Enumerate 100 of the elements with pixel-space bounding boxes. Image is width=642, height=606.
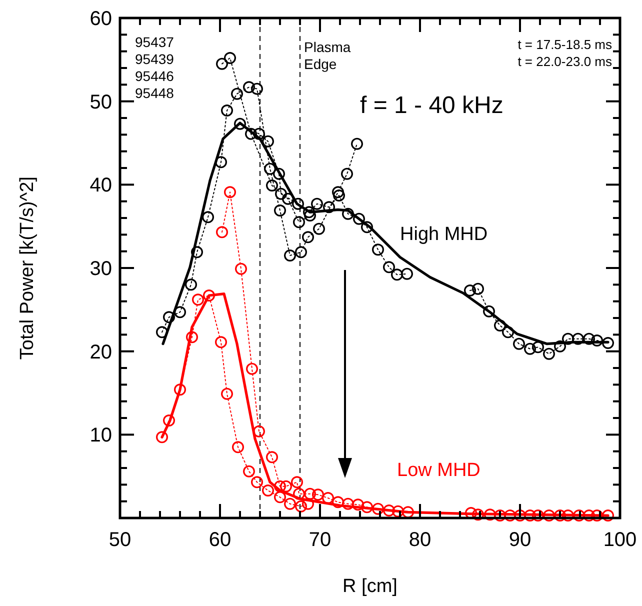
point — [216, 226, 228, 238]
x-tick-label: 50 — [108, 529, 132, 551]
point — [293, 488, 305, 500]
y-tick-label: 40 — [90, 174, 112, 197]
point — [274, 491, 286, 504]
point — [554, 340, 566, 352]
point — [372, 502, 384, 515]
point — [266, 180, 278, 192]
point — [602, 337, 614, 349]
point — [322, 492, 334, 504]
point — [311, 198, 323, 210]
point — [313, 222, 325, 235]
point — [554, 510, 566, 522]
point — [251, 476, 263, 488]
point — [312, 488, 324, 501]
annotation: 95439 — [135, 51, 174, 67]
point — [304, 210, 316, 222]
point — [591, 510, 603, 522]
point — [224, 52, 236, 64]
point — [562, 332, 574, 345]
annotation: t = 22.0-23.0 ms — [518, 54, 612, 69]
point — [215, 156, 227, 168]
point — [402, 506, 414, 518]
point — [583, 332, 595, 345]
point — [342, 498, 354, 510]
point — [514, 510, 526, 522]
point — [274, 204, 286, 216]
point — [543, 348, 555, 360]
annotation: f = 1 - 40 kHz — [360, 92, 504, 119]
point — [401, 268, 413, 280]
point — [532, 341, 544, 354]
point — [284, 250, 296, 262]
point — [273, 168, 285, 180]
point — [221, 388, 233, 400]
point — [221, 104, 233, 116]
point — [323, 201, 335, 214]
x-tick-label: 80 — [408, 529, 432, 551]
annotation: t = 17.5-18.5 ms — [518, 37, 612, 52]
point — [234, 118, 246, 130]
y-tick-label: 20 — [90, 341, 112, 364]
point — [483, 305, 495, 318]
point — [532, 510, 544, 522]
point — [562, 510, 574, 522]
point — [266, 451, 278, 464]
point — [185, 278, 197, 291]
point — [251, 82, 263, 95]
point — [264, 162, 276, 175]
point — [472, 282, 484, 295]
point — [253, 128, 265, 140]
point — [243, 465, 255, 478]
point — [573, 510, 585, 522]
point — [231, 88, 243, 100]
x-tick-label: 70 — [308, 529, 332, 551]
point — [352, 498, 364, 511]
ref-line-label: Plasma Edge — [304, 39, 351, 72]
point — [291, 476, 303, 488]
point — [192, 294, 204, 306]
point — [591, 334, 603, 346]
point — [472, 508, 484, 521]
x-tick-label: 90 — [508, 529, 532, 551]
y-tick-label: 30 — [90, 258, 112, 280]
point — [295, 246, 307, 258]
point — [361, 221, 373, 234]
point — [156, 431, 168, 444]
y-axis-title: Total Power [k(T/s)^2] — [17, 176, 38, 360]
point — [484, 508, 496, 521]
point — [504, 510, 516, 522]
point — [246, 362, 258, 375]
point — [235, 262, 247, 275]
point — [341, 168, 353, 180]
point — [302, 231, 314, 244]
x-tick-label: 60 — [208, 529, 232, 551]
point — [232, 441, 244, 454]
point — [216, 58, 228, 70]
series-label: Low MHD — [397, 460, 480, 481]
point — [280, 480, 292, 492]
point — [274, 480, 286, 492]
y-tick-label: 50 — [90, 91, 112, 114]
point — [282, 192, 294, 205]
point — [156, 326, 168, 338]
point — [464, 284, 476, 296]
point — [502, 326, 514, 338]
series-label: High MHD — [400, 224, 488, 245]
point — [543, 510, 555, 522]
point — [353, 212, 365, 225]
point — [253, 425, 265, 438]
point — [292, 198, 304, 210]
point — [332, 186, 344, 198]
point — [524, 510, 536, 522]
point — [275, 188, 287, 200]
point — [303, 206, 315, 218]
x-axis-title: R [cm] — [342, 576, 398, 597]
point — [215, 336, 227, 348]
point — [245, 128, 257, 140]
point — [302, 498, 314, 510]
point — [262, 135, 274, 148]
point — [333, 190, 345, 202]
point — [191, 246, 203, 258]
point — [174, 306, 186, 318]
point — [203, 290, 215, 302]
